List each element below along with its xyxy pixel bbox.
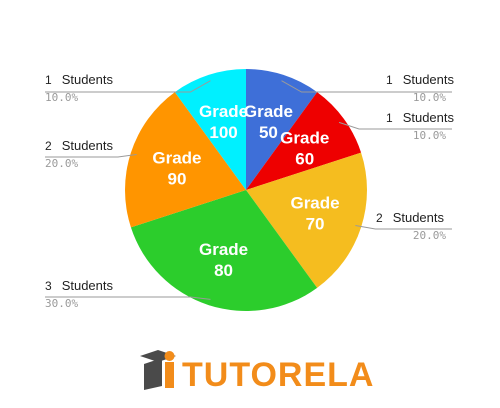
- slice-label-grade-70: Grade 70: [290, 193, 339, 233]
- slice-labels: Grade 50 Grade 60 Grade 70 Grade 80 Grade 90 Grade…: [152, 102, 339, 280]
- leader-line-grade-100: [45, 80, 211, 93]
- percent-label-grade-50: 10.0%: [413, 91, 446, 104]
- pie-slice-grade-70: [246, 152, 368, 288]
- outside-labels: 1 Students 10.0% 1 Students 10.0% 2 Students 20.…: [45, 72, 455, 310]
- logo-text: TUTORELA: [182, 356, 374, 394]
- pie-slices: [125, 69, 368, 311]
- pie-slice-grade-50: [246, 69, 318, 190]
- percent-label-grade-60: 10.0%: [413, 129, 446, 142]
- pie-slice-grade-60: [246, 92, 362, 190]
- percent-label-grade-100: 10.0%: [45, 91, 78, 104]
- tutorela-logo: TUTORELA: [140, 350, 374, 394]
- student-count-grade-100: 1 Students: [45, 72, 114, 87]
- tutorela-logo-icon: [140, 350, 176, 390]
- logo-icon-figure: [165, 362, 174, 388]
- logo-icon-board: [144, 358, 162, 390]
- pie-slice-grade-80: [130, 190, 318, 311]
- slice-label-grade-100: Grade 100: [199, 102, 248, 142]
- student-count-grade-80: 3 Students: [45, 278, 114, 293]
- slice-label-grade-60: Grade 60: [280, 128, 329, 168]
- leader-line-grade-70: [355, 225, 452, 230]
- logo-icon-head: [164, 351, 175, 361]
- leader-lines: [45, 80, 452, 300]
- leader-line-grade-90: [45, 153, 137, 158]
- slice-label-grade-80: Grade 80: [199, 240, 248, 280]
- student-count-grade-50: 1 Students: [386, 72, 455, 87]
- pie-slice-grade-100: [174, 69, 246, 190]
- student-count-grade-70: 2 Students: [376, 210, 445, 225]
- slice-label-grade-90: Grade 90: [152, 149, 201, 189]
- percent-label-grade-90: 20.0%: [45, 157, 78, 170]
- leader-line-grade-50: [281, 80, 452, 93]
- percent-label-grade-80: 30.0%: [45, 297, 78, 310]
- slice-label-grade-50: Grade 50: [244, 102, 293, 142]
- leader-line-grade-80: [45, 296, 211, 300]
- student-count-grade-90: 2 Students: [45, 138, 114, 153]
- pie-slice-grade-90: [125, 92, 246, 228]
- student-count-grade-60: 1 Students: [386, 110, 455, 125]
- percent-label-grade-70: 20.0%: [413, 229, 446, 242]
- leader-line-grade-60: [338, 121, 452, 130]
